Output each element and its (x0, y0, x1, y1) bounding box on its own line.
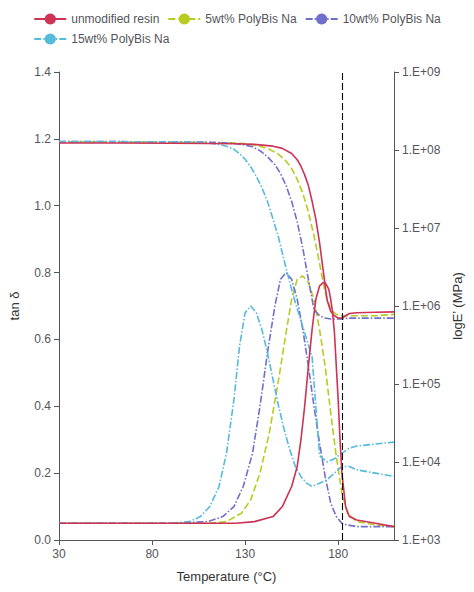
svg-text:15wt% PolyBis Na: 15wt% PolyBis Na (71, 32, 169, 46)
svg-text:0.0: 0.0 (34, 533, 51, 547)
svg-text:tan δ: tan δ (7, 292, 22, 321)
svg-text:Temperature (°C): Temperature (°C) (177, 569, 277, 584)
svg-text:1.0: 1.0 (34, 199, 51, 213)
svg-text:0.2: 0.2 (34, 466, 51, 480)
svg-text:unmodified resin: unmodified resin (71, 12, 159, 26)
svg-text:80: 80 (145, 547, 159, 561)
svg-text:logE’ (MPa): logE’ (MPa) (450, 272, 465, 339)
svg-text:0.4: 0.4 (34, 399, 51, 413)
svg-text:1.2: 1.2 (34, 132, 51, 146)
svg-text:130: 130 (235, 547, 255, 561)
svg-text:180: 180 (328, 547, 348, 561)
svg-text:30: 30 (52, 547, 66, 561)
svg-text:5wt% PolyBis Na: 5wt% PolyBis Na (205, 12, 297, 26)
svg-text:1.E+08: 1.E+08 (402, 143, 441, 157)
svg-text:1.E+04: 1.E+04 (402, 455, 441, 469)
svg-text:10wt% PolyBis Na: 10wt% PolyBis Na (343, 12, 441, 26)
svg-text:1.E+03: 1.E+03 (402, 533, 441, 547)
svg-text:1.E+06: 1.E+06 (402, 299, 441, 313)
svg-text:0.6: 0.6 (34, 332, 51, 346)
svg-text:1.E+09: 1.E+09 (402, 65, 441, 79)
svg-text:1.E+05: 1.E+05 (402, 377, 441, 391)
svg-text:0.8: 0.8 (34, 266, 51, 280)
svg-text:1.4: 1.4 (34, 65, 51, 79)
svg-text:1.E+07: 1.E+07 (402, 221, 441, 235)
